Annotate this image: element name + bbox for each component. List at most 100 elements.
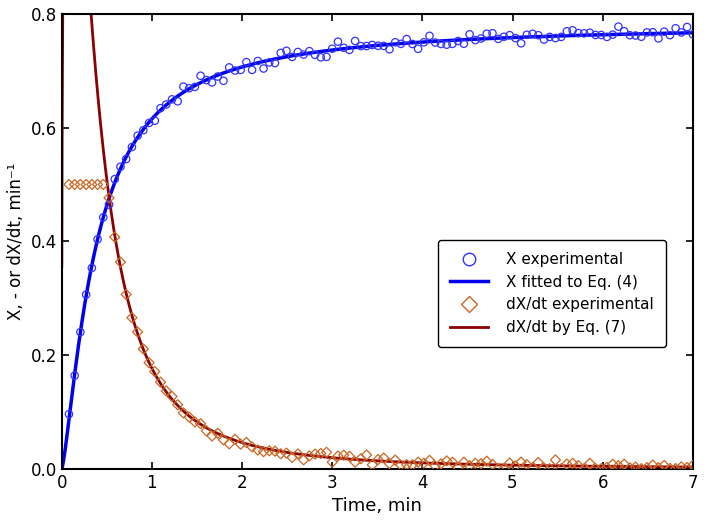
Legend: X experimental, X fitted to Eq. (4), dX/dt experimental, dX/dt by Eq. (7): X experimental, X fitted to Eq. (4), dX/… [438,240,666,347]
Point [212,73,223,81]
Point [126,143,137,151]
Point [539,464,550,472]
Point [332,38,343,46]
Point [166,392,178,400]
Point [229,66,240,75]
Point [487,29,498,38]
Point [80,290,92,299]
Point [590,31,601,39]
Point [544,465,556,473]
Point [618,460,630,468]
Point [63,180,75,188]
Y-axis label: X, - or dX/dt, min⁻¹: X, - or dX/dt, min⁻¹ [7,163,25,320]
Point [658,461,670,470]
Point [109,175,121,183]
Point [458,458,470,466]
Point [567,459,578,468]
Point [344,46,355,54]
Point [104,194,115,202]
Point [527,464,538,472]
Point [258,447,269,456]
Point [601,33,613,41]
Point [207,432,218,440]
Point [161,387,172,395]
Point [212,429,223,437]
Point [464,30,475,39]
Point [658,28,670,36]
Point [533,31,544,39]
Point [195,72,207,80]
Point [412,458,424,466]
Point [218,77,229,85]
Point [304,47,315,55]
Point [229,435,240,444]
Point [189,418,200,426]
Point [121,290,132,299]
Point [143,119,154,127]
Point [218,436,229,444]
Point [69,180,80,188]
Point [607,460,618,468]
Point [178,409,189,417]
Point [493,34,504,43]
Point [258,64,269,73]
Point [240,438,252,447]
Point [578,29,589,38]
Point [132,328,143,336]
Point [252,446,264,454]
Point [556,465,567,473]
Point [493,465,504,473]
Point [172,97,183,105]
Point [642,464,653,472]
Point [298,51,309,59]
Point [435,460,446,468]
Point [533,458,544,467]
Point [149,116,161,125]
Point [453,37,464,45]
Point [653,464,664,472]
Point [590,465,601,473]
Point [481,30,492,38]
Point [475,459,486,468]
Point [424,32,435,40]
Point [92,180,103,188]
Point [458,40,470,48]
Point [447,458,458,466]
Point [178,82,189,91]
Point [630,463,642,471]
Point [286,53,298,61]
Point [104,200,115,209]
Point [240,58,252,66]
Point [355,42,367,50]
Point [281,449,292,457]
Point [675,28,687,37]
Point [613,461,624,470]
Point [321,53,332,61]
Point [544,33,556,41]
Point [115,162,126,171]
Point [396,40,407,48]
Point [126,314,137,322]
Point [498,465,510,473]
Point [664,465,675,473]
Point [275,449,286,458]
Point [86,264,97,272]
Point [636,465,647,473]
Point [407,40,418,48]
Point [75,180,86,188]
Point [550,456,561,464]
Point [155,378,166,386]
Point [647,28,658,37]
Point [670,465,681,473]
Point [264,446,275,455]
Point [453,464,464,472]
Point [223,440,235,448]
Point [332,452,343,460]
Point [304,452,315,460]
Point [338,44,349,52]
Point [596,465,607,473]
Point [75,328,86,336]
Point [675,462,687,471]
Point [441,41,453,49]
Point [355,455,367,463]
